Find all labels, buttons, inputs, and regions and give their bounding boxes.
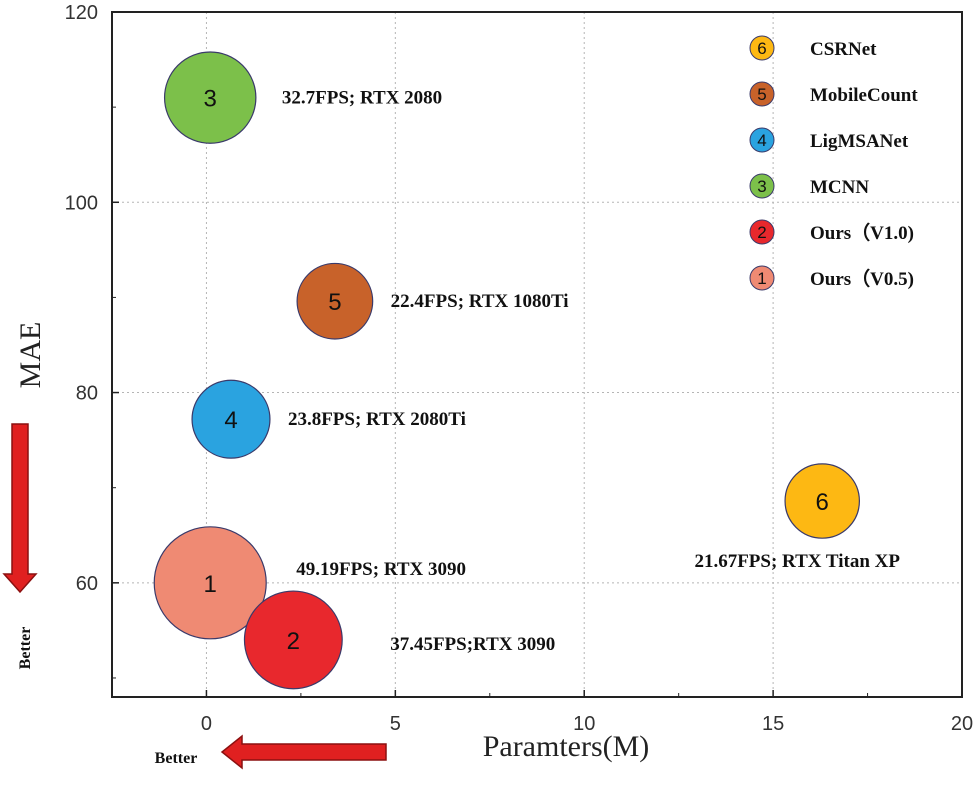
legend-number-1: 1 <box>757 269 766 288</box>
legend-number-2: 2 <box>757 223 766 242</box>
bubble-5 <box>296 262 374 340</box>
legend-label-3: MCNN <box>810 177 869 198</box>
bubble-annotation-1: 49.19FPS; RTX 3090 <box>296 559 466 580</box>
x-tick-label: 20 <box>951 713 973 735</box>
bubble-annotation-3: 32.7FPS; RTX 2080 <box>282 88 442 109</box>
legend-label-5: MobileCount <box>810 85 918 106</box>
legend-marker-4 <box>749 127 775 153</box>
bubble-number-6: 6 <box>816 489 829 516</box>
bubble-annotation-4: 23.8FPS; RTX 2080Ti <box>288 409 466 430</box>
better-y-label: Better <box>17 627 34 670</box>
legend-label-2: Ours（V1.0) <box>810 221 914 244</box>
better-y-indicator: Better <box>2 423 38 670</box>
bubble-1 <box>153 526 267 640</box>
legend-marker-2 <box>749 219 775 245</box>
legend-marker-1 <box>749 265 775 291</box>
legend-label-4: LigMSANet <box>810 131 909 152</box>
bubble-number-3: 3 <box>204 86 217 113</box>
y-tick-label: 60 <box>76 573 98 595</box>
y-axis-title: MAE <box>14 322 47 389</box>
arrow-down-icon <box>2 423 38 594</box>
bubble-number-4: 4 <box>224 407 237 434</box>
bubble-annotation-6: 21.67FPS; RTX Titan XP <box>694 551 900 572</box>
legend: 6 CSRNet 5 MobileCount 4 LigMSANet 3 MCNN 2 Ours（… <box>749 35 918 291</box>
bubble-4 <box>191 379 271 459</box>
legend-label-1: Ours（V0.5) <box>810 267 914 290</box>
legend-number-6: 6 <box>757 39 766 58</box>
bubble-number-2: 2 <box>287 628 300 655</box>
legend-number-3: 3 <box>757 177 766 196</box>
legend-number-4: 4 <box>757 131 766 150</box>
y-tick-label: 100 <box>65 192 98 214</box>
y-tick-label: 120 <box>65 2 98 24</box>
better-x-indicator: Better <box>155 734 387 770</box>
bubble-number-1: 1 <box>204 571 217 598</box>
legend-marker-3 <box>749 173 775 199</box>
x-tick-label: 5 <box>390 713 401 735</box>
legend-marker-5 <box>749 81 775 107</box>
x-axis-title: Paramters(M) <box>483 730 650 763</box>
bubble-number-5: 5 <box>328 289 341 316</box>
plot-frame <box>111 11 963 698</box>
bubble-annotation-2: 37.45FPS;RTX 3090 <box>390 634 555 655</box>
x-tick-label: 0 <box>201 713 212 735</box>
legend-marker-6 <box>749 35 775 61</box>
x-tick-label: 15 <box>762 713 784 735</box>
legend-number-5: 5 <box>757 85 766 104</box>
better-x-label: Better <box>155 750 198 767</box>
legend-label-6: CSRNet <box>810 39 877 60</box>
y-tick-label: 80 <box>76 383 98 405</box>
bubble-2 <box>243 590 343 690</box>
bubble-3 <box>163 51 257 144</box>
x-tick-label: 10 <box>573 713 595 735</box>
bubble-annotation-5: 22.4FPS; RTX 1080Ti <box>391 291 569 312</box>
bubble-6 <box>784 463 860 539</box>
arrow-left-icon <box>220 734 387 770</box>
